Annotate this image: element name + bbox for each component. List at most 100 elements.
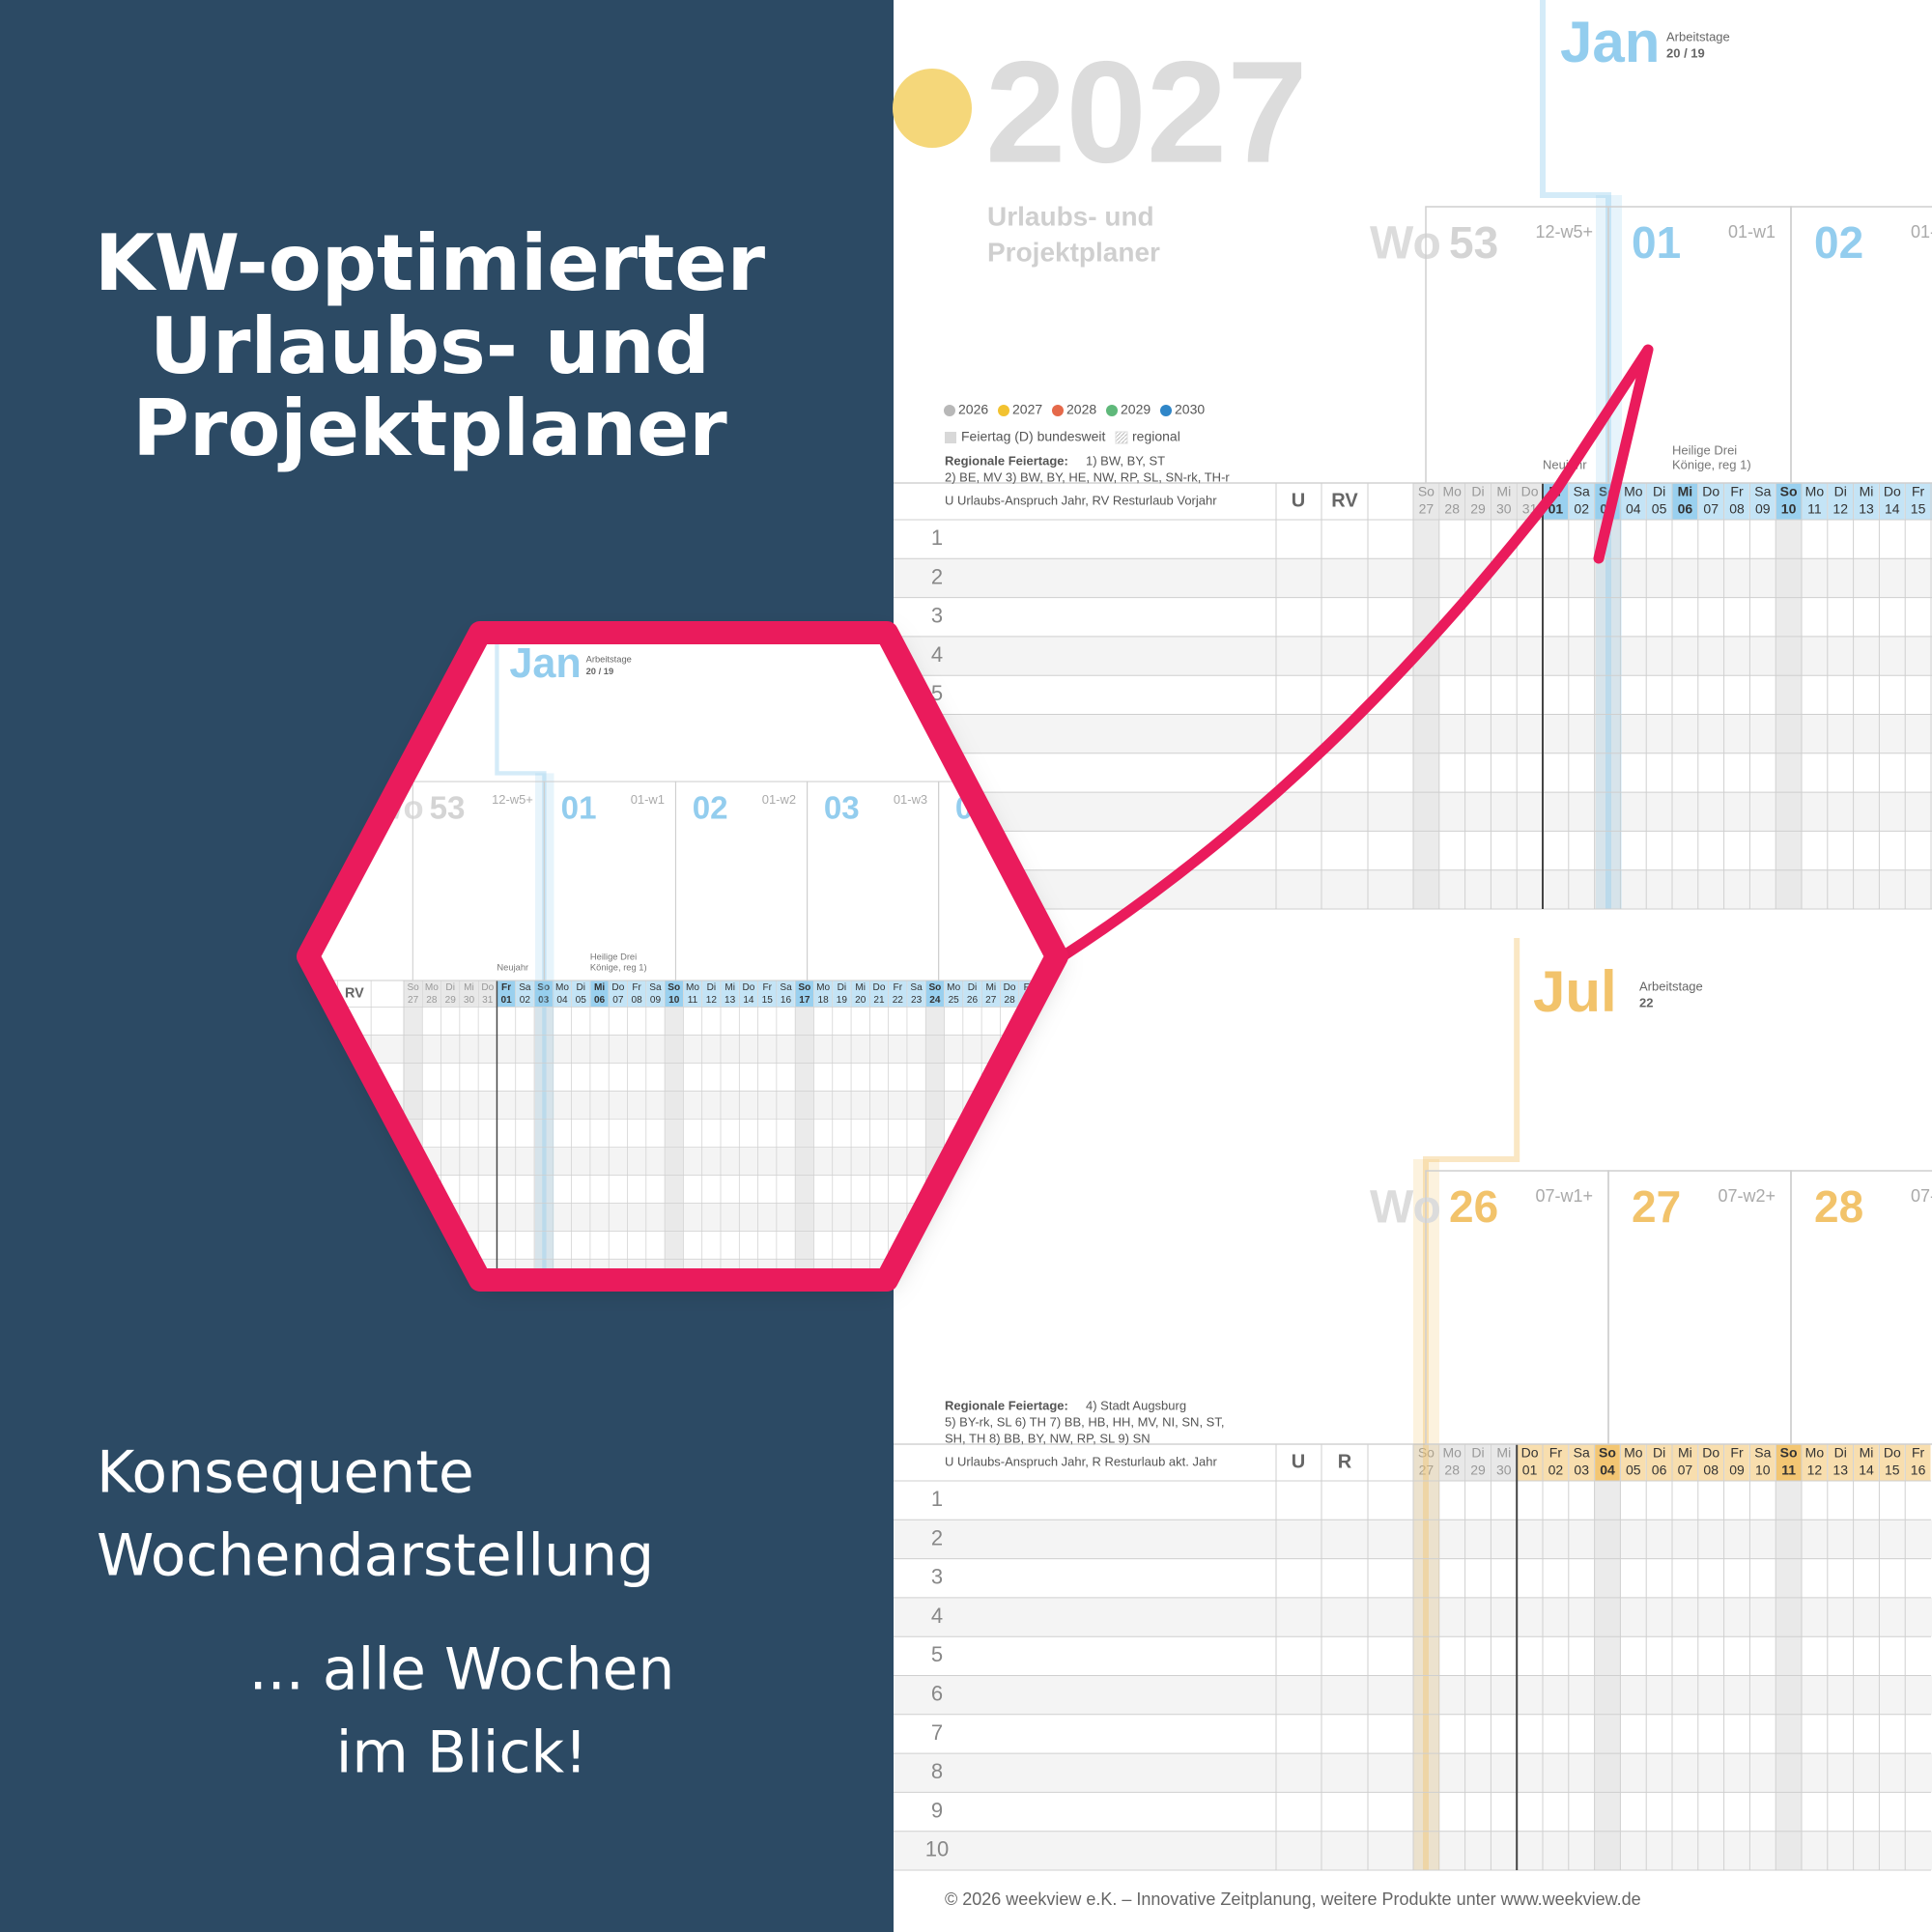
hex-border <box>297 621 1068 1292</box>
day-date: 01 <box>1522 1463 1538 1478</box>
row-label: 6 <box>931 1681 943 1705</box>
title-line: Urlaubs- und <box>150 301 710 391</box>
day-name: Mo <box>1442 484 1462 499</box>
day-name: Di <box>1653 1445 1665 1461</box>
day-name: Mi <box>464 982 474 993</box>
day-header <box>1853 482 1880 521</box>
row-label: 4 <box>931 1604 943 1628</box>
week-number: 53 <box>430 790 466 826</box>
legend-dot <box>1106 405 1118 416</box>
day-name: Sa <box>1754 1445 1771 1461</box>
day-date: 27 <box>408 995 419 1006</box>
notes-line: SH, TH 8) BB, BY, NW, RP, SL 9) SN <box>945 1431 1151 1445</box>
day-name: Fr <box>1730 1445 1744 1461</box>
day-date: 15 <box>1885 1463 1900 1478</box>
day-name: Sa <box>1754 484 1771 499</box>
month-boundary <box>1423 938 1520 1870</box>
day-name: So <box>798 982 810 993</box>
week-number: 02 <box>1814 217 1863 268</box>
day-date: 08 <box>1703 1463 1719 1478</box>
day-header <box>1671 1443 1699 1482</box>
day-date: 07 <box>1703 501 1719 517</box>
sunday-column <box>795 1007 814 1280</box>
col-b: R <box>1338 1451 1352 1472</box>
day-name: Mo <box>1624 484 1643 499</box>
day-date: 02 <box>520 995 531 1006</box>
workdays-label: Arbeitstage <box>586 655 632 665</box>
week-number: 27 <box>1632 1181 1681 1232</box>
day-date: 31 <box>482 995 494 1006</box>
year: 2027 <box>985 31 1308 193</box>
holiday-label: Könige, reg 1) <box>590 963 647 973</box>
subtitle-line: Urlaubs- und <box>987 201 1154 231</box>
day-name: Mo <box>947 982 960 993</box>
day-name: Sa <box>910 982 923 993</box>
day-name: Mi <box>1678 484 1693 499</box>
day-date: 28 <box>1004 995 1015 1006</box>
legend-text: regional <box>1132 429 1180 444</box>
day-date: 05 <box>1626 1463 1641 1478</box>
workdays-label: Arbeitstage <box>1639 979 1703 993</box>
day-date: 04 <box>1626 501 1641 517</box>
week-number: 01 <box>1632 217 1681 268</box>
day-date: 11 <box>1781 1463 1796 1478</box>
row-label: 1 <box>931 526 943 550</box>
day-name: Di <box>1834 1445 1847 1461</box>
day-date: 07 <box>1678 1463 1693 1478</box>
day-date: 13 <box>1833 1463 1848 1478</box>
row-label: 3 <box>931 1565 943 1589</box>
title-line: KW-optimierter <box>95 218 766 308</box>
month-band <box>535 773 554 1280</box>
day-date: 05 <box>1652 501 1667 517</box>
planners: So27Mo28Di29Mi30Do31Fr01Sa02So03Mo04Di05… <box>894 0 1932 1871</box>
day-name: Fr <box>632 982 641 993</box>
notes-key: U Urlaubs-Anspruch Jahr, R Resturlaub ak… <box>945 1454 1217 1468</box>
day-name: Mo <box>1624 1445 1643 1461</box>
day-header <box>1904 482 1932 521</box>
holiday-label: Neujahr <box>497 963 528 973</box>
holiday-label: Könige, reg 1) <box>1672 457 1751 471</box>
day-date: 24 <box>929 995 941 1006</box>
legend-dot <box>944 405 955 416</box>
day-date: 26 <box>967 995 979 1006</box>
legend-dot <box>1160 405 1172 416</box>
day-name: Do <box>1004 982 1016 993</box>
day-date: 14 <box>743 995 754 1006</box>
day-date: 29 <box>445 995 457 1006</box>
footer: © 2026 weekview e.K. – Innovative Zeitpl… <box>945 1889 1641 1909</box>
week-code: 01-w1 <box>1728 222 1776 242</box>
day-date: 29 <box>1470 1463 1486 1478</box>
day-date: 29 <box>1470 501 1486 517</box>
day-date: 14 <box>1885 501 1900 517</box>
day-name: Do <box>1702 484 1719 499</box>
day-name: So <box>928 982 941 993</box>
day-date: 10 <box>1781 501 1797 517</box>
day-name: Mi <box>724 982 735 993</box>
wo-label: Wo <box>1370 218 1441 270</box>
day-date: 04 <box>1600 1463 1615 1478</box>
day-name: Mi <box>1860 1445 1874 1461</box>
day-date: 15 <box>1911 501 1926 517</box>
day-name: Sa <box>519 982 531 993</box>
notes-heading: Regionale Feiertage: <box>945 1398 1068 1412</box>
day-name: Fr <box>894 982 903 993</box>
day-date: 27 <box>1419 1463 1435 1478</box>
day-name: Do <box>742 982 754 993</box>
workdays: 20 / 19 <box>586 667 614 676</box>
day-date: 08 <box>1729 501 1745 517</box>
day-name: Fr <box>1912 484 1925 499</box>
day-name: Mi <box>1496 1445 1511 1461</box>
day-name: Mo <box>425 982 439 993</box>
day-name: Sa <box>1574 1445 1590 1461</box>
row-label: 2 <box>931 1525 943 1549</box>
feature-line: Wochendarstellung <box>97 1522 654 1590</box>
day-date: 10 <box>668 995 680 1006</box>
day-date: 27 <box>1419 501 1435 517</box>
day-date: 12 <box>1807 1463 1823 1478</box>
month-boundary <box>495 633 547 1280</box>
day-date: 28 <box>1444 1463 1460 1478</box>
week-number: 26 <box>1449 1181 1498 1232</box>
